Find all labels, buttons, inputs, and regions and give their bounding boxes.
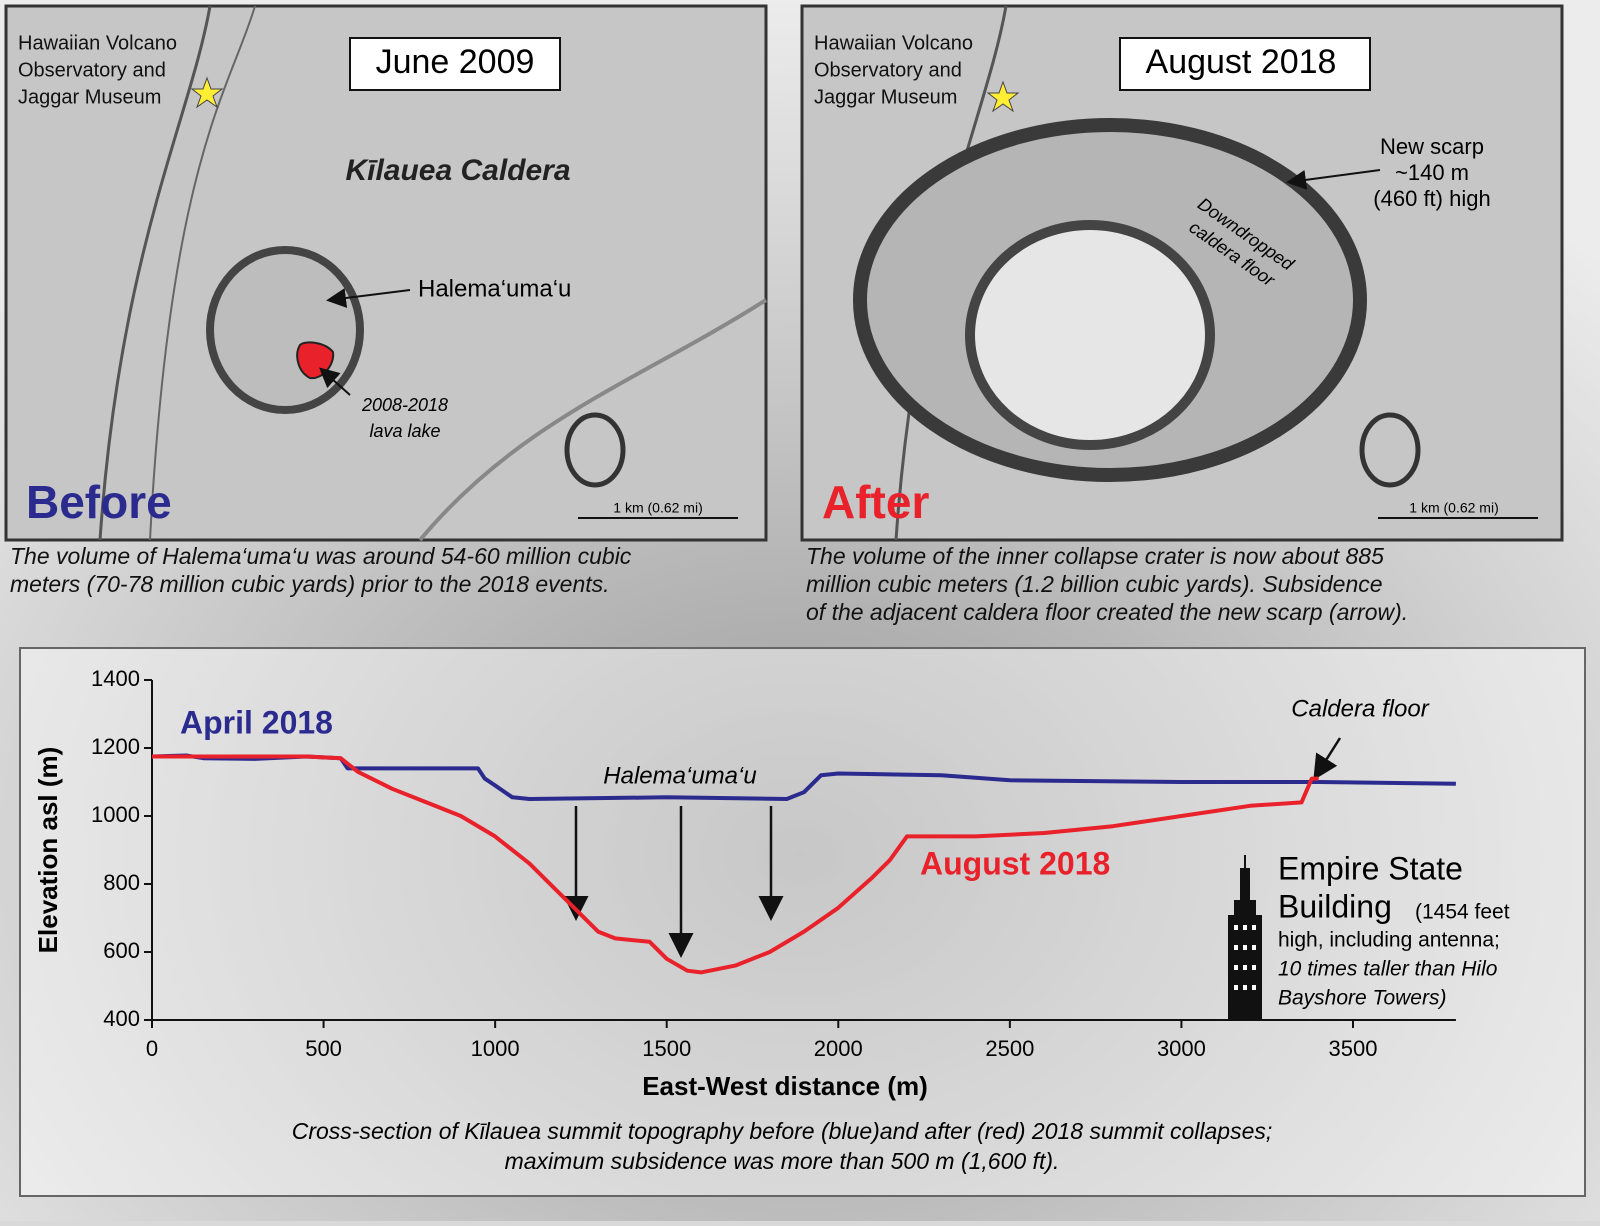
map-caption: The volume of the inner collapse crater … (806, 543, 1384, 569)
map-caption: million cubic meters (1.2 billion cubic … (806, 571, 1383, 597)
subsidence-arrows (563, 737, 1342, 958)
chart-caption: maximum subsidence was more than 500 m (… (505, 1148, 1060, 1174)
building-label: Empire State (1278, 850, 1463, 886)
map-after (800, 4, 1564, 542)
map-date: August 2018 (1146, 43, 1337, 81)
lava-lake-label: lava lake (369, 421, 440, 441)
building-note: 10 times taller than Hilo (1278, 958, 1498, 981)
empire-state-building (1228, 855, 1262, 1020)
x-tick-label: 2500 (985, 1036, 1034, 1061)
scarp-label: ~140 m (1395, 160, 1469, 185)
crater-label: Halema‘uma‘u (418, 275, 571, 302)
x-tick-label: 500 (305, 1036, 342, 1061)
y-tick-label: 600 (103, 938, 140, 963)
building-note: Bayshore Towers) (1278, 987, 1446, 1010)
scarp-label: New scarp (1380, 134, 1484, 159)
map-caption: The volume of Halema‘uma‘u was around 54… (10, 543, 632, 569)
x-tick-label: 0 (146, 1036, 158, 1061)
observatory-label: Observatory and (18, 59, 166, 81)
x-tick-label: 3000 (1157, 1036, 1206, 1061)
y-tick-label: 1000 (91, 802, 140, 827)
caldera-label: Kīlauea Caldera (345, 154, 570, 187)
chart-caption: Cross-section of Kīlauea summit topograp… (292, 1118, 1273, 1144)
series-line (152, 754, 1319, 975)
observatory-label: Hawaiian Volcano (18, 32, 177, 54)
y-tick-label: 1200 (91, 734, 140, 759)
x-tick-label: 1000 (471, 1036, 520, 1061)
x-axis-title: East-West distance (m) (642, 1071, 928, 1101)
observatory-label: Jaggar Museum (814, 86, 957, 108)
series-label: April 2018 (180, 704, 333, 740)
y-tick-label: 1400 (91, 666, 140, 691)
observatory-label: Observatory and (814, 59, 962, 81)
series-label: August 2018 (920, 845, 1110, 881)
y-tick-label: 400 (103, 1006, 140, 1031)
scarp-label: (460 ft) high (1373, 186, 1490, 211)
chart-frame (19, 647, 1586, 1197)
map-date: June 2009 (376, 43, 535, 81)
map-label: Before (26, 476, 172, 528)
map-caption: meters (70-78 million cubic yards) prior… (10, 571, 610, 597)
map-before (4, 4, 768, 542)
building-note: (1454 feet (1415, 901, 1510, 924)
building-note: high, including antenna; (1278, 929, 1500, 952)
y-tick-label: 800 (103, 870, 140, 895)
x-tick-label: 2000 (814, 1036, 863, 1061)
building-label: Building (1278, 888, 1392, 924)
y-axis-title: Elevation asl (m) (33, 747, 63, 954)
lava-lake-label: 2008-2018 (361, 395, 448, 415)
x-tick-label: 3500 (1329, 1036, 1378, 1061)
observatory-label: Hawaiian Volcano (814, 32, 973, 54)
observatory-label: Jaggar Museum (18, 86, 161, 108)
map-label: After (822, 476, 929, 528)
crater-annotation: Halema‘uma‘u (603, 762, 756, 789)
scale-label: 1 km (0.62 mi) (1409, 500, 1498, 516)
x-tick-label: 1500 (642, 1036, 691, 1061)
map-caption: of the adjacent caldera floor created th… (806, 599, 1408, 625)
scale-label: 1 km (0.62 mi) (613, 500, 702, 516)
floor-annotation: Caldera floor (1291, 695, 1429, 722)
